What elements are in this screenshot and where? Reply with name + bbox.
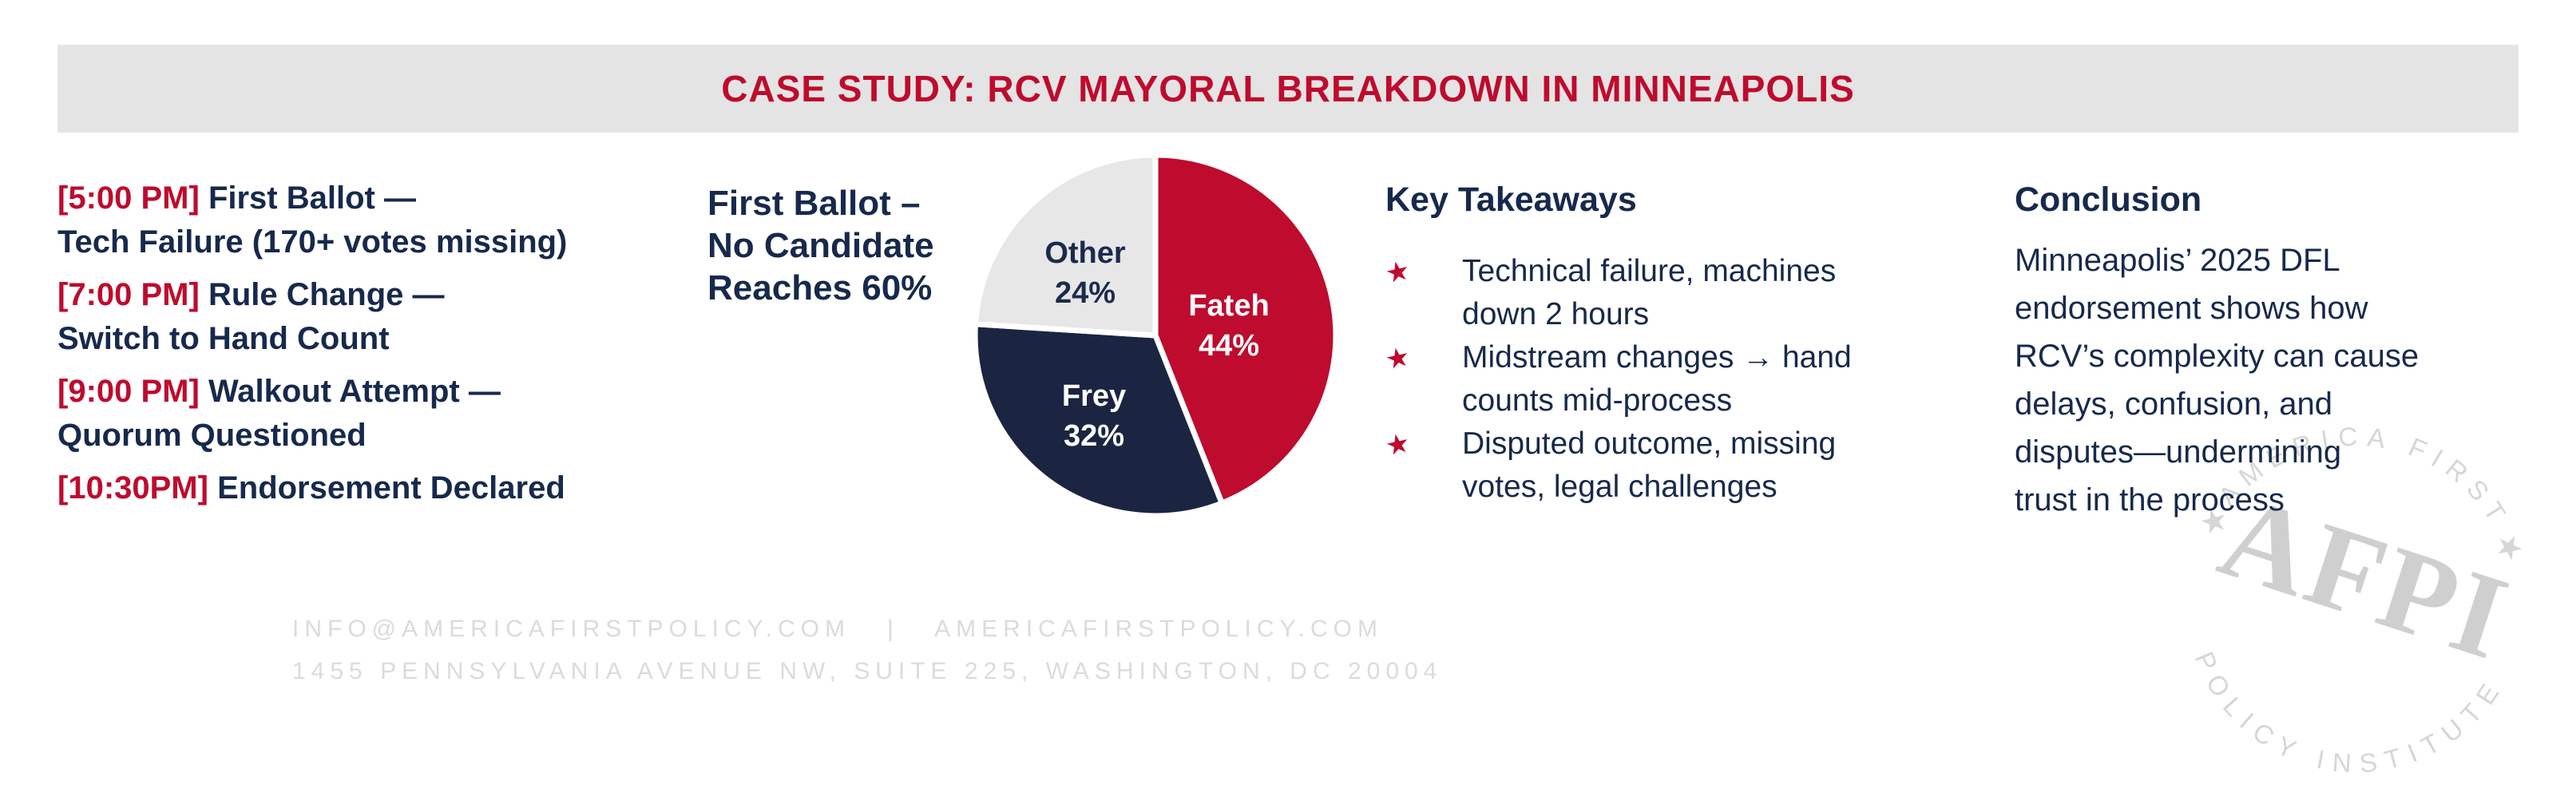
footer-address-line: 1455 PENNSYLVANIA AVENUE NW, SUITE 225, … — [292, 658, 1443, 684]
takeaway-text: Disputed outcome, missing votes, legal c… — [1462, 426, 1837, 504]
conclusion-text: Minneapolis’ 2025 DFL endorsement shows … — [2015, 243, 2419, 518]
timeline-entry: [9:00 PM] Walkout Attempt — Quorum Quest… — [57, 370, 696, 458]
timeline-timestamp: [9:00 PM] — [57, 374, 200, 409]
pie-chart-svg — [972, 152, 1339, 519]
key-takeaways-heading: Key Takeaways — [1385, 180, 1637, 219]
conclusion-heading: Conclusion — [2015, 180, 2202, 219]
takeaway-text: Technical failure, machines down 2 hours — [1462, 254, 1837, 331]
footer-contact-line: INFO@AMERICAFIRSTPOLICY.COM | AMERICAFIR… — [292, 616, 1383, 642]
pie-slice-other — [973, 152, 1159, 339]
timeline-entry: [7:00 PM] Rule Change — Switch to Hand C… — [57, 273, 696, 361]
timeline: [5:00 PM] First Ballot — Tech Failure (1… — [57, 176, 696, 519]
timeline-entry: [10:30PM] Endorsement Declared — [57, 466, 696, 510]
afpi-watermark-logo: AMERICA FIRST POLICY INSTITUTE ★ ★ AFPI — [2156, 403, 2555, 803]
list-item: ★ Disputed outcome, missing votes, legal… — [1382, 422, 1960, 509]
header-banner: CASE STUDY: RCV MAYORAL BREAKDOWN IN MIN… — [57, 45, 2519, 133]
afpi-seal-svg: AMERICA FIRST POLICY INSTITUTE ★ ★ AFPI — [2180, 409, 2530, 791]
pie-slice-fateh — [1152, 152, 1339, 506]
timeline-timestamp: [7:00 PM] — [57, 277, 200, 312]
pie-chart: Fateh 44% Frey 32% Other 24% — [972, 152, 1339, 519]
timeline-event-text: First Ballot — Tech Failure (170+ votes … — [57, 180, 568, 260]
star-bullet-icon: ★ — [1382, 255, 1413, 290]
timeline-event-text: Endorsement Declared — [217, 470, 565, 506]
timeline-entry: [5:00 PM] First Ballot — Tech Failure (1… — [57, 176, 696, 264]
pie-chart-title: First Ballot – No Candidate Reaches 60% — [707, 184, 934, 307]
page-title: CASE STUDY: RCV MAYORAL BREAKDOWN IN MIN… — [721, 68, 1855, 109]
timeline-event-text: Walkout Attempt — Quorum Questioned — [57, 374, 501, 453]
timeline-event-text: Rule Change — Switch to Hand Count — [57, 277, 445, 356]
pie-label-fateh: Fateh 44% — [1188, 289, 1270, 363]
pie-label-other: Other 24% — [1044, 236, 1126, 310]
footer: INFO@AMERICAFIRSTPOLICY.COM | AMERICAFIR… — [292, 608, 1442, 692]
key-takeaways-list: ★ Technical failure, machines down 2 hou… — [1382, 250, 1960, 509]
list-item: ★ Technical failure, machines down 2 hou… — [1382, 250, 1960, 336]
timeline-timestamp: [5:00 PM] — [57, 180, 200, 216]
pie-slice-frey — [972, 321, 1225, 519]
timeline-timestamp: [10:30PM] — [57, 470, 208, 506]
pie-label-frey: Frey 32% — [1061, 379, 1127, 453]
list-item: ★ Midstream changes → hand counts mid-pr… — [1382, 336, 1960, 422]
takeaway-text: Midstream changes → hand counts mid-proc… — [1462, 340, 1852, 418]
